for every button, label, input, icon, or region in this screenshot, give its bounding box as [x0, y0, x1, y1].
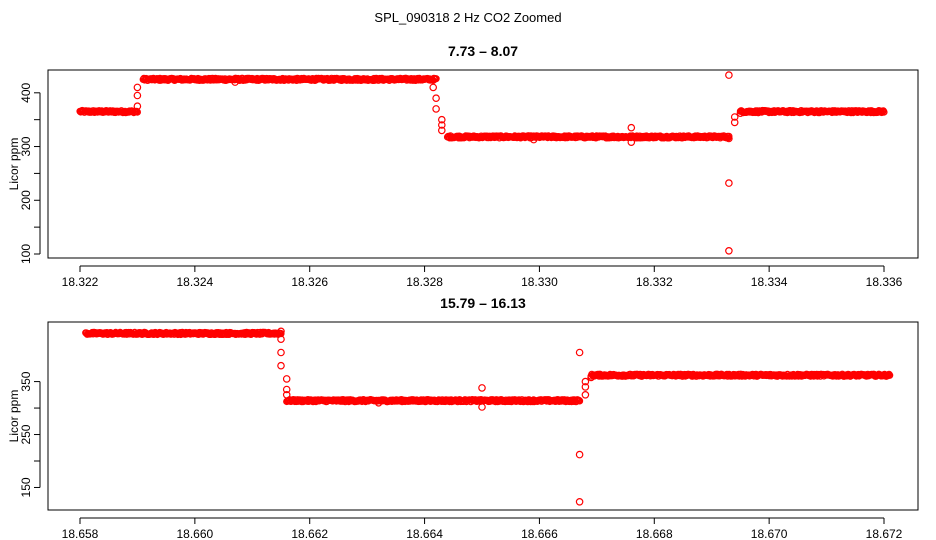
x-tick-label: 18.324: [177, 275, 214, 289]
data-point: [429, 83, 438, 92]
data-point: [880, 108, 888, 116]
data-point: [437, 121, 446, 129]
data-point: [277, 327, 285, 336]
data-point: [133, 91, 142, 100]
data-point: [529, 135, 538, 144]
data-point: [133, 102, 142, 111]
data-point: [282, 385, 291, 394]
data-point: [575, 497, 584, 506]
data-point: [575, 450, 584, 459]
data-point: [575, 348, 584, 357]
data-point: [725, 179, 733, 187]
top-data-points: [76, 71, 888, 255]
data-point: [581, 377, 590, 386]
y-tick-label: 350: [19, 371, 33, 391]
data-point: [725, 134, 733, 143]
data-point: [231, 78, 239, 86]
data-point: [432, 94, 440, 103]
data-point: [133, 107, 141, 115]
data-point: [437, 115, 446, 124]
data-point: [581, 383, 590, 391]
data-point: [133, 83, 142, 92]
data-point: [730, 113, 739, 121]
bottom-panel-title: 15.79 – 16.13: [440, 295, 526, 311]
data-point: [437, 126, 446, 135]
data-point: [581, 390, 590, 399]
x-tick-label: 18.330: [521, 275, 558, 289]
data-point: [282, 375, 291, 383]
top-x-axis: 18.322 18.324 18.326 18.328 18.330 18.332 18.3…: [62, 265, 903, 289]
bottom-plot-frame: [47, 321, 919, 511]
x-tick-label: 18.336: [866, 275, 903, 289]
data-point: [627, 123, 636, 132]
data-point: [730, 118, 739, 127]
data-point: [886, 371, 894, 379]
x-tick-label: 18.668: [636, 527, 673, 540]
data-point: [277, 335, 285, 344]
x-tick-label: 18.670: [751, 527, 788, 540]
top-panel: 7.73 – 8.07 Licor ppm 18.322 18.324 18.326…: [7, 43, 919, 289]
top-plot-frame: [47, 69, 919, 259]
y-tick-label: 100: [19, 244, 33, 264]
bottom-data-points: [82, 327, 894, 506]
y-tick-label: 250: [19, 424, 33, 444]
x-tick-label: 18.328: [406, 275, 443, 289]
data-point: [587, 373, 595, 382]
bottom-panel: 15.79 – 16.13 Licor ppm 18.658 18.660 18.6…: [7, 295, 919, 540]
data-point: [627, 138, 636, 147]
data-point: [374, 398, 383, 407]
data-point: [736, 109, 745, 118]
data-point: [277, 361, 285, 370]
bottom-y-axis: 150 250 350: [19, 371, 41, 497]
x-tick-label: 18.322: [62, 275, 99, 289]
data-point: [432, 105, 440, 113]
y-tick-label: 300: [19, 136, 33, 156]
data-point: [725, 71, 733, 79]
x-tick-label: 18.658: [62, 527, 99, 540]
data-point: [478, 403, 486, 411]
top-y-axis-label: Licor ppm: [7, 138, 21, 191]
top-panel-title: 7.73 – 8.07: [448, 43, 518, 59]
x-tick-label: 18.326: [291, 275, 328, 289]
data-point: [478, 384, 486, 392]
bottom-y-axis-label: Licor ppm: [7, 390, 21, 443]
x-tick-label: 18.666: [521, 527, 558, 540]
x-tick-label: 18.332: [636, 275, 673, 289]
data-point: [575, 397, 584, 405]
data-point: [282, 390, 291, 399]
x-tick-label: 18.662: [291, 527, 328, 540]
y-tick-label: 200: [19, 190, 33, 210]
data-point: [277, 348, 285, 357]
x-tick-label: 18.672: [866, 527, 903, 540]
x-tick-label: 18.664: [406, 527, 443, 540]
bottom-x-axis: 18.658 18.660 18.662 18.664 18.666 18.668 18.6…: [62, 517, 903, 540]
data-point: [725, 247, 733, 255]
data-point: [432, 75, 440, 83]
top-y-axis: 100 200 300 400: [19, 82, 41, 264]
y-tick-label: 400: [19, 82, 33, 102]
figure-title: SPL_090318 2 Hz CO2 Zoomed: [374, 10, 561, 25]
x-tick-label: 18.660: [177, 527, 214, 540]
y-tick-label: 150: [19, 477, 33, 497]
x-tick-label: 18.334: [751, 275, 788, 289]
